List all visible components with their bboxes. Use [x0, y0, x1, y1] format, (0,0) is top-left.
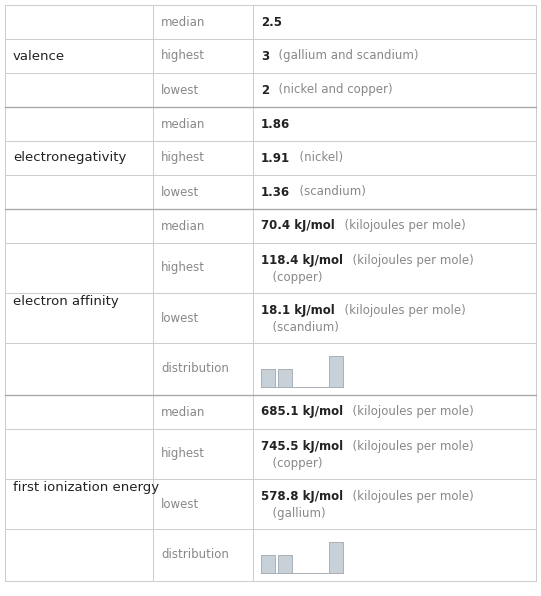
Text: distribution: distribution — [161, 548, 229, 561]
Text: lowest: lowest — [161, 498, 199, 511]
Text: first ionization energy: first ionization energy — [13, 482, 159, 495]
Text: valence: valence — [13, 49, 65, 63]
Text: 18.1 kJ/mol: 18.1 kJ/mol — [261, 304, 335, 317]
Text: (copper): (copper) — [265, 271, 322, 284]
Text: lowest: lowest — [161, 185, 199, 198]
Text: 118.4 kJ/mol: 118.4 kJ/mol — [261, 254, 343, 267]
Text: highest: highest — [161, 151, 205, 164]
Text: 3: 3 — [261, 49, 269, 63]
Text: highest: highest — [161, 448, 205, 461]
Text: (kilojoules per mole): (kilojoules per mole) — [337, 304, 465, 317]
Text: (scandium): (scandium) — [292, 185, 366, 198]
Text: (kilojoules per mole): (kilojoules per mole) — [337, 219, 465, 232]
Bar — [278, 369, 292, 387]
Text: 2: 2 — [261, 83, 269, 97]
Text: (kilojoules per mole): (kilojoules per mole) — [345, 490, 474, 503]
Text: (kilojoules per mole): (kilojoules per mole) — [345, 254, 474, 267]
Text: (kilojoules per mole): (kilojoules per mole) — [345, 405, 474, 418]
Bar — [278, 555, 292, 573]
Text: 1.36: 1.36 — [261, 185, 290, 198]
Bar — [261, 555, 275, 573]
Text: (scandium): (scandium) — [265, 321, 339, 334]
Text: median: median — [161, 219, 206, 232]
Text: 2.5: 2.5 — [261, 15, 282, 29]
Bar — [261, 369, 275, 387]
Text: 70.4 kJ/mol: 70.4 kJ/mol — [261, 219, 335, 232]
Bar — [329, 542, 343, 573]
Bar — [329, 356, 343, 387]
Text: electron affinity: electron affinity — [13, 296, 119, 309]
Text: 1.86: 1.86 — [261, 117, 291, 131]
Text: highest: highest — [161, 262, 205, 275]
Text: highest: highest — [161, 49, 205, 63]
Text: (nickel and copper): (nickel and copper) — [271, 83, 393, 97]
Text: (gallium and scandium): (gallium and scandium) — [271, 49, 419, 63]
Text: electronegativity: electronegativity — [13, 151, 127, 164]
Text: (copper): (copper) — [265, 457, 322, 470]
Text: median: median — [161, 15, 206, 29]
Text: lowest: lowest — [161, 83, 199, 97]
Text: 685.1 kJ/mol: 685.1 kJ/mol — [261, 405, 343, 418]
Text: distribution: distribution — [161, 362, 229, 375]
Text: median: median — [161, 117, 206, 131]
Text: lowest: lowest — [161, 312, 199, 324]
Text: (kilojoules per mole): (kilojoules per mole) — [345, 440, 474, 453]
Text: median: median — [161, 405, 206, 418]
Text: (nickel): (nickel) — [292, 151, 343, 164]
Text: 745.5 kJ/mol: 745.5 kJ/mol — [261, 440, 343, 453]
Text: 1.91: 1.91 — [261, 151, 290, 164]
Text: (gallium): (gallium) — [265, 507, 326, 520]
Text: 578.8 kJ/mol: 578.8 kJ/mol — [261, 490, 343, 503]
